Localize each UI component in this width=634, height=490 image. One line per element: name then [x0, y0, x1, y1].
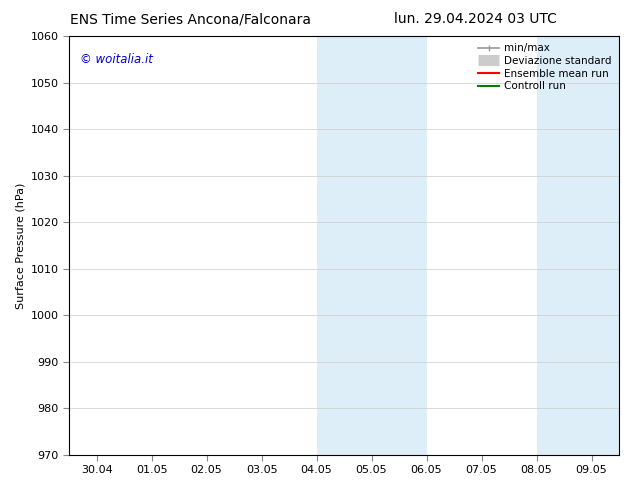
Bar [536, 36, 592, 455]
Bar [316, 36, 372, 455]
Bar [592, 36, 619, 455]
Y-axis label: Surface Pressure (hPa): Surface Pressure (hPa) [15, 182, 25, 309]
Text: lun. 29.04.2024 03 UTC: lun. 29.04.2024 03 UTC [394, 12, 557, 26]
Text: ENS Time Series Ancona/Falconara: ENS Time Series Ancona/Falconara [70, 12, 311, 26]
Legend: min/max, Deviazione standard, Ensemble mean run, Controll run: min/max, Deviazione standard, Ensemble m… [476, 41, 614, 93]
Bar [372, 36, 427, 455]
Text: © woitalia.it: © woitalia.it [80, 53, 153, 66]
